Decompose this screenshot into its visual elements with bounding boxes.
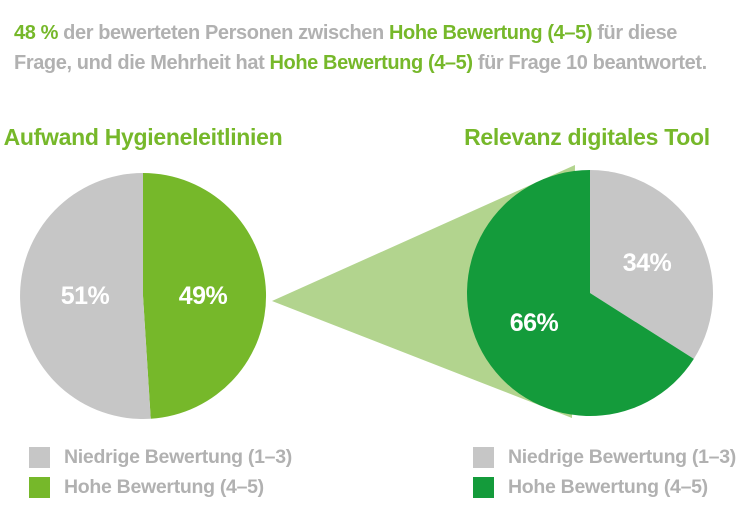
legend-right: Niedrige Bewertung (1–3) Hohe Bewertung … (473, 447, 736, 507)
pie-slice (590, 170, 713, 359)
pie-slice (143, 172, 267, 419)
legend-left: Niedrige Bewertung (1–3) Hohe Bewertung … (29, 447, 292, 507)
legend-label: Niedrige Bewertung (1–3) (64, 446, 292, 468)
headline-text: für Frage 10 beantwortet. (472, 52, 707, 74)
left-chart-title: Aufwand Hygieneleitlinien (3, 124, 283, 150)
gray-swatch-icon (473, 447, 494, 468)
slice-data-label: 51% (61, 282, 110, 310)
pie-slice (466, 170, 694, 417)
legend-label: Niedrige Bewertung (1–3) (508, 446, 736, 468)
headline-text: für diese (592, 22, 678, 44)
headline-highlight: Hohe Bewertung (4–5) (388, 22, 593, 44)
pie-slice (20, 173, 151, 419)
legend-item-high-rating: Hohe Bewertung (4–5) (29, 477, 292, 498)
legend-item-high-rating: Hohe Bewertung (4–5) (473, 477, 736, 498)
green-swatch-icon (29, 477, 50, 498)
dark-green-swatch-icon (473, 477, 494, 498)
headline-text: der bewerteten Personen zwischen (58, 22, 389, 44)
right-chart-title: Relevanz digitales Tool (464, 124, 710, 150)
slice-data-label: 34% (623, 249, 672, 277)
legend-item-low-rating: Niedrige Bewertung (1–3) (473, 447, 736, 468)
slice-data-label: 49% (179, 282, 228, 310)
slice-data-label: 66% (510, 309, 559, 337)
legend-label: Hohe Bewertung (4–5) (508, 476, 708, 498)
headline-highlight: Hohe Bewertung (4–5) (269, 52, 474, 74)
legend-item-low-rating: Niedrige Bewertung (1–3) (29, 447, 292, 468)
headline: 48 % der bewerteten Personen zwischen Ho… (14, 18, 730, 78)
headline-text: Frage, und die Mehrheit hat (14, 52, 270, 74)
headline-highlight: 48 % (14, 22, 58, 44)
gray-swatch-icon (29, 447, 50, 468)
pie-relevanz-digitales-tool: 34% 66% (466, 170, 713, 417)
pie-aufwand-hygieneleitlinien: 49% 51% (20, 172, 267, 419)
legend-label: Hohe Bewertung (4–5) (64, 476, 264, 498)
